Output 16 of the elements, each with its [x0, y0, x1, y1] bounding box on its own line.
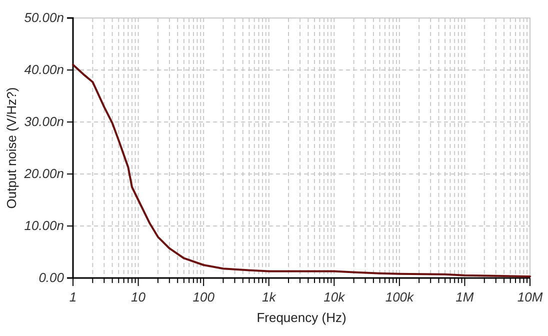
x-tick-label: 10k: [324, 289, 346, 304]
x-tick-label: 100: [192, 289, 216, 304]
y-tick-label: 30.00n: [24, 114, 64, 130]
x-tick-label: 1: [69, 289, 77, 304]
y-tick-label: 0.00: [38, 270, 65, 286]
x-tick-label: 10M: [517, 289, 543, 304]
y-axis-title: Output noise (V/Hz?): [4, 87, 19, 209]
y-tick-label: 40.00n: [24, 62, 64, 78]
x-tick-label: 10: [131, 289, 146, 304]
x-tick-label: 1k: [262, 289, 278, 304]
x-tick-label: 1M: [456, 289, 474, 304]
y-tick-label: 20.00n: [23, 166, 64, 182]
x-axis-title: Frequency (Hz): [256, 310, 346, 325]
y-tick-label: 50.00n: [24, 10, 64, 26]
x-tick-label: 100k: [385, 289, 416, 304]
y-tick-label: 10.00n: [24, 218, 64, 234]
